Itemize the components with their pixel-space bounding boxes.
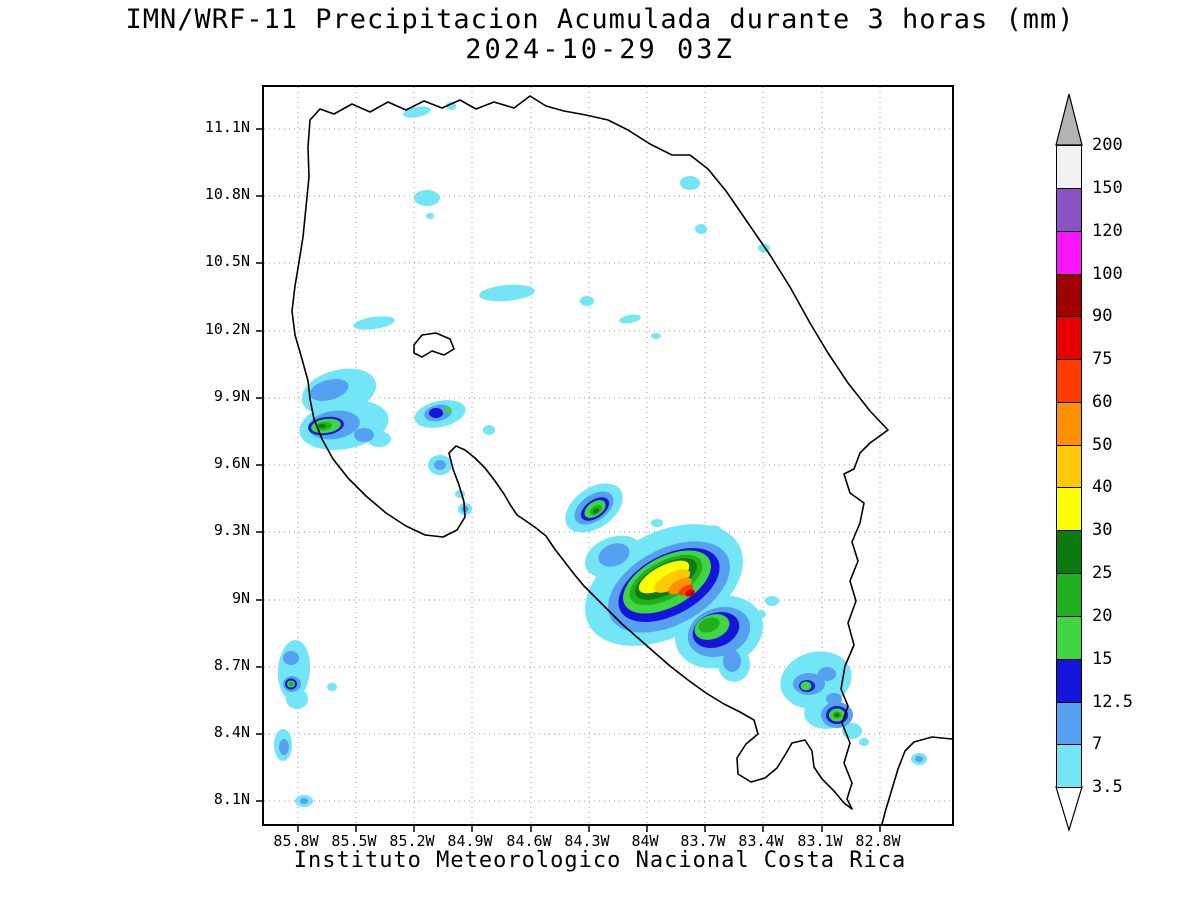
colorbar-segment — [1056, 402, 1082, 446]
precip-contour-20mm — [288, 421, 842, 719]
lon-label: 82.8W — [855, 832, 901, 850]
lat-label: 8.7N — [213, 656, 250, 674]
lat-label: 9.9N — [213, 387, 250, 405]
colorbar-label: 30 — [1092, 520, 1113, 540]
lat-label: 8.4N — [213, 723, 250, 741]
institution-caption: Instituto Meteorologico Nacional Costa R… — [293, 848, 907, 873]
colorbar-label: 7 — [1092, 734, 1103, 754]
costa-rica-outline — [291, 95, 889, 810]
colorbar-segment — [1056, 659, 1082, 703]
lon-label: 85.5W — [331, 832, 377, 850]
colorbar-label: 40 — [1092, 477, 1113, 497]
colorbar-label: 25 — [1092, 563, 1113, 583]
lon-label: 84.3W — [564, 832, 610, 850]
colorbar-label: 50 — [1092, 435, 1113, 455]
colorbar-segment — [1056, 573, 1082, 617]
colorbar-segment — [1056, 744, 1082, 788]
lat-label: 10.8N — [204, 185, 250, 203]
precip-contour-25mm — [318, 424, 840, 717]
colorbar-label: 15 — [1092, 649, 1113, 669]
colorbar-label: 100 — [1092, 264, 1123, 284]
lat-label: 10.5N — [204, 252, 250, 270]
colorbar-segment — [1056, 316, 1082, 360]
colorbar-label: 20 — [1092, 606, 1113, 626]
colorbar-label: 90 — [1092, 306, 1113, 326]
lon-label: 84.9W — [447, 832, 493, 850]
map-frame — [256, 85, 954, 832]
lat-label: 10.2N — [204, 320, 250, 338]
lon-label: 85.8W — [273, 832, 319, 850]
precip-contour-40mm — [653, 569, 691, 593]
precip-contour-12.5mm — [285, 408, 848, 724]
colorbar-segment — [1056, 445, 1082, 488]
lon-label: 83.7W — [680, 832, 726, 850]
colorbar-label: 3.5 — [1092, 777, 1123, 797]
costa-rica-map — [256, 87, 953, 832]
colorbar-segment — [1056, 530, 1082, 574]
colorbar-label: 75 — [1092, 349, 1113, 369]
lat-label: 11.1N — [204, 118, 250, 136]
lat-label: 9.6N — [213, 454, 250, 472]
colorbar-segment — [1056, 274, 1082, 317]
precip-contour-90mm — [689, 592, 695, 596]
lon-label: 83.4W — [738, 832, 784, 850]
valid-time-subtitle: 2024-10-29 03Z — [465, 34, 735, 65]
colorbar-label: 150 — [1092, 178, 1123, 198]
colorbar-segment — [1056, 616, 1082, 660]
precip-contour-50mm — [668, 577, 692, 595]
axis-ticks — [256, 128, 881, 832]
lat-label: 8.1N — [213, 790, 250, 808]
colorbar-segment — [1056, 188, 1082, 232]
colorbar-bottom-arrow — [1055, 786, 1083, 833]
lon-label: 85.2W — [389, 832, 435, 850]
lon-label: 84.6W — [506, 832, 552, 850]
lake-arenal — [413, 332, 455, 358]
coastline — [291, 95, 953, 825]
colorbar-segment — [1056, 487, 1082, 531]
colorbar-label: 60 — [1092, 392, 1113, 412]
colorbar-segment — [1056, 702, 1082, 745]
lon-label: 83.1W — [797, 832, 843, 850]
colorbar-label: 120 — [1092, 221, 1123, 241]
lat-label: 9N — [231, 589, 250, 607]
colorbar-segment — [1056, 231, 1082, 275]
precip-contour-60mm — [678, 584, 694, 596]
colorbar-label: 200 — [1092, 135, 1123, 155]
colorbar-segment — [1056, 359, 1082, 403]
colorbar-top-arrow — [1055, 93, 1083, 146]
panama-coast — [881, 736, 953, 825]
lon-label: 84W — [631, 832, 659, 850]
page-title: IMN/WRF-11 Precipitacion Acumulada duran… — [125, 4, 1075, 35]
lat-label: 9.3N — [213, 521, 250, 539]
colorbar-segment — [1056, 145, 1082, 189]
colorbar-label: 12.5 — [1092, 692, 1133, 712]
